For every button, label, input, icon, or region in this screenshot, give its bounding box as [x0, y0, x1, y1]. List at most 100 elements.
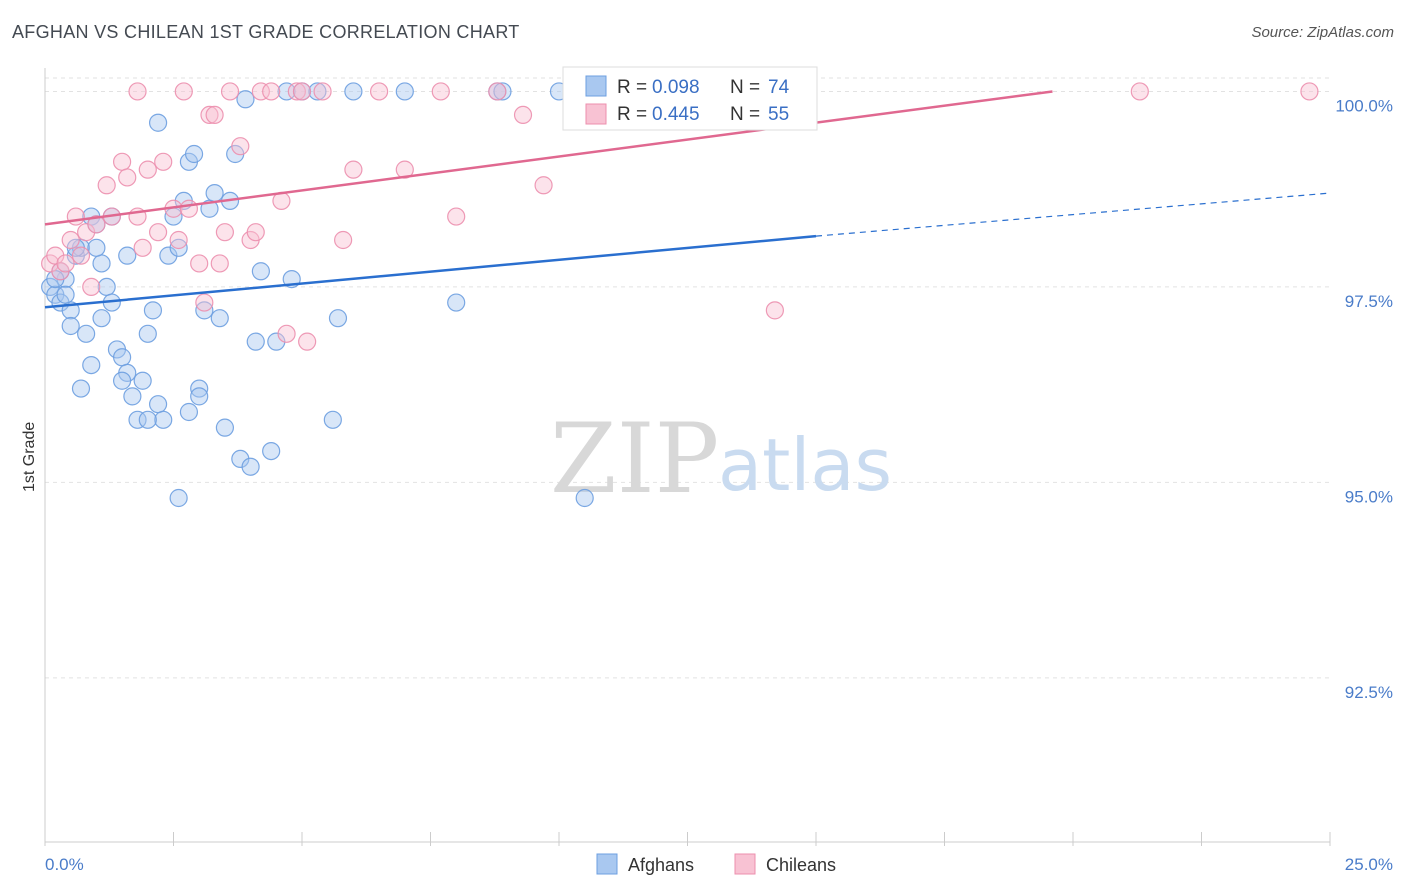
point-chileans-15 [138, 160, 157, 179]
point-afghans-51 [395, 82, 414, 101]
legend-n-value-chileans: 55 [768, 104, 789, 125]
point-afghans-64 [71, 379, 91, 398]
point-chileans-5 [71, 246, 91, 265]
point-chileans-40 [370, 82, 389, 101]
point-chileans-26 [215, 223, 234, 242]
point-afghans-65 [138, 410, 157, 429]
point-afghans-56 [575, 488, 594, 508]
point-chileans-23 [200, 105, 219, 125]
point-afghans-58 [92, 309, 111, 328]
point-afghans-16 [112, 348, 132, 367]
point-afghans-69 [148, 113, 168, 132]
x-tick-label-0: 0.0% [45, 855, 84, 874]
point-chileans-36 [298, 332, 317, 351]
y-axis-label: 1st Grade [21, 422, 38, 492]
point-afghans-47 [308, 82, 327, 101]
bottom-legend-swatch-afghans [596, 853, 618, 875]
x-tick-labels: 0.0% 25.0% [45, 855, 1393, 874]
y-tick-label-3: 100.0% [1335, 96, 1393, 115]
point-chileans-38 [334, 230, 353, 250]
point-chileans-17 [154, 152, 173, 171]
point-chileans-14 [133, 238, 152, 257]
trend-line-afghans [44, 234, 817, 309]
y-tick-label-1: 95.0% [1345, 487, 1393, 506]
point-chileans-3 [61, 230, 80, 250]
point-chileans-16 [148, 223, 168, 242]
legend-swatch-afghans [585, 75, 607, 97]
bottom-legend-swatch-chileans [734, 853, 756, 875]
point-chileans-47 [765, 301, 784, 320]
legend-r-label-afghans: R = [617, 77, 647, 98]
point-chileans-46 [534, 176, 553, 195]
point-afghans-34 [205, 183, 224, 203]
point-afghans-35 [210, 309, 229, 328]
point-chileans-45 [513, 105, 533, 125]
point-afghans-67 [179, 402, 199, 422]
point-chileans-49 [1130, 82, 1149, 101]
point-chileans-44 [488, 82, 507, 101]
point-afghans-68 [118, 246, 137, 265]
point-afghans-19 [128, 410, 147, 429]
point-chileans-24 [205, 105, 224, 125]
axes [44, 68, 1331, 846]
point-chileans-19 [169, 230, 188, 250]
watermark: ZIP atlas [550, 403, 892, 515]
legend-swatch-chileans [585, 103, 607, 125]
point-afghans-70 [236, 90, 255, 109]
point-afghans-48 [323, 410, 342, 429]
legend-n-label-chileans: N = [730, 104, 760, 125]
point-chileans-53 [262, 82, 281, 101]
point-afghans-20 [133, 371, 152, 390]
legend: R = 0.098 N = 74 R = 0.445 N = 55 [562, 66, 818, 131]
trend-line-chileans [44, 90, 1053, 226]
point-afghans-8 [61, 316, 80, 336]
watermark-zip: ZIP [550, 403, 719, 515]
point-afghans-12 [92, 254, 111, 273]
point-chileans-8 [87, 215, 106, 234]
point-afghans-32 [195, 301, 214, 320]
point-chileans-43 [447, 207, 466, 226]
legend-r-value-afghans: 0.098 [652, 77, 700, 98]
trend-line-extension-afghans [815, 192, 1331, 237]
point-afghans-30 [184, 144, 204, 164]
point-afghans-49 [328, 309, 348, 328]
point-afghans-24 [154, 410, 173, 429]
point-afghans-63 [112, 371, 132, 390]
legend-r-value-chileans: 0.445 [652, 104, 700, 125]
y-tick-label-2: 97.5% [1345, 292, 1393, 311]
series-afghans [41, 82, 594, 508]
point-afghans-41 [246, 332, 265, 351]
point-afghans-13 [97, 277, 116, 297]
point-chileans-50 [1300, 82, 1319, 101]
watermark-atlas: atlas [718, 423, 892, 507]
point-chileans-31 [251, 82, 270, 101]
point-chileans-21 [190, 254, 209, 273]
point-afghans-72 [82, 355, 101, 375]
point-afghans-52 [447, 293, 466, 312]
point-chileans-33 [277, 324, 296, 343]
point-afghans-43 [262, 441, 281, 461]
y-tick-label-0: 92.5% [1345, 683, 1393, 702]
bottom-legend-afghans: Afghans [628, 855, 694, 875]
point-afghans-23 [148, 395, 168, 414]
point-chileans-52 [128, 82, 147, 101]
point-chileans-30 [246, 223, 265, 242]
point-afghans-42 [251, 262, 270, 281]
point-afghans-50 [344, 82, 363, 101]
point-afghans-9 [77, 324, 96, 343]
point-chileans-54 [56, 254, 75, 273]
point-afghans-27 [169, 238, 188, 257]
point-chileans-11 [112, 152, 132, 171]
trend-lines [44, 90, 1331, 309]
bottom-legend: Afghans Chileans [596, 853, 836, 875]
point-afghans-40 [241, 457, 260, 476]
point-chileans-27 [220, 82, 240, 101]
point-chileans-25 [210, 254, 229, 273]
source-label: Source: ZipAtlas.com [1251, 24, 1394, 41]
point-chileans-12 [118, 168, 137, 187]
gridlines [45, 77, 1330, 679]
bottom-legend-chileans: Chileans [766, 855, 836, 875]
point-chileans-9 [97, 176, 116, 195]
point-afghans-73 [87, 238, 106, 257]
point-afghans-66 [190, 387, 209, 406]
